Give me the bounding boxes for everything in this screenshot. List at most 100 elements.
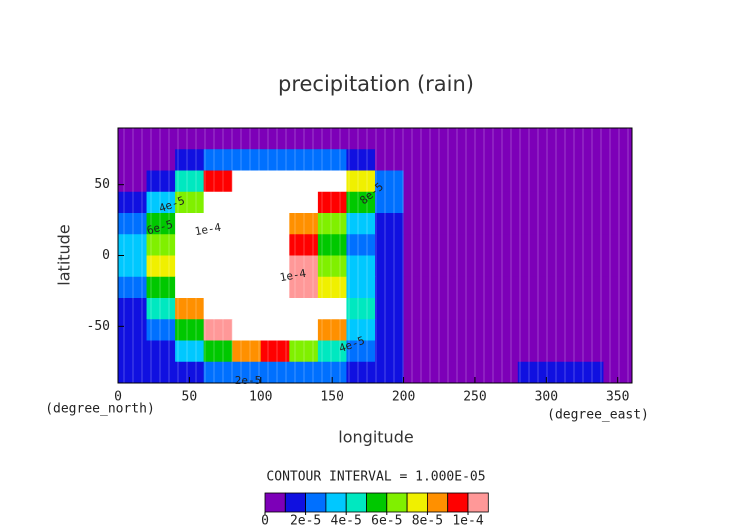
field-cell [289,255,319,278]
field-cell [346,213,376,235]
field-cell [146,234,176,256]
field-cell [403,170,433,193]
field-cell [175,276,205,299]
field-cell [574,234,604,256]
field-cell [118,234,148,256]
field-cell [146,319,176,341]
field-cell [260,234,290,256]
field-cell [603,191,633,214]
field-cell [403,234,433,256]
field-cell [517,149,547,171]
x-tick-label: 300 [535,390,558,405]
field-cell [375,361,405,384]
field-cell [403,255,433,278]
field-cell [517,276,547,299]
field-cell [118,255,148,278]
field-cell [232,170,262,193]
field-cell [146,340,176,363]
field-cell [460,234,490,256]
field-cell [546,298,576,320]
field-cell [203,128,233,150]
field-cell [118,128,148,150]
field-cell [375,298,405,320]
field-cell [118,298,148,320]
field-cell [203,149,233,171]
colorbar-box [406,492,428,513]
field-cell [260,255,290,278]
field-cell [317,191,347,214]
y-unit: (degree_north) [45,402,155,417]
field-cell [203,234,233,256]
field-cell [603,319,633,341]
field-cell [317,319,347,341]
field-cell [489,255,519,278]
field-cell [432,128,462,150]
field-cell [175,298,205,320]
field-cell [375,213,405,235]
field-cell [175,255,205,278]
field-cell [118,170,148,193]
field-cell [489,276,519,299]
colorbar-box [284,492,306,513]
field-cell [146,128,176,150]
field-cell [403,340,433,363]
field-cell [403,191,433,214]
colorbar-label: 6e-5 [371,514,402,529]
field-cell [574,255,604,278]
colorbar-box [447,492,469,513]
field-cell [460,191,490,214]
colorbar-box [426,492,449,513]
field-cell [517,361,547,384]
field-cell [146,276,176,299]
field-cell [546,276,576,299]
field-cell [317,361,347,384]
x-tick-label: 150 [320,390,343,405]
field-cell [574,191,604,214]
colorbar-label: 2e-5 [290,514,321,529]
field-cell [489,340,519,363]
field-cell [517,319,547,341]
field-cell [603,170,633,193]
field-cell [574,319,604,341]
field-cell [146,213,176,235]
field-cell [175,319,205,341]
field-cell [346,149,376,171]
x-unit: (degree_east) [547,408,649,423]
field-cell [146,298,176,320]
field-cell [346,319,376,341]
field-cell [260,361,290,384]
field-cell [375,255,405,278]
field-cell [203,276,233,299]
field-cell [603,276,633,299]
field-cell [289,170,319,193]
field-cell [403,361,433,384]
field-cell [203,319,233,341]
field-cell [517,340,547,363]
field-cell [118,191,148,214]
field-cell [489,298,519,320]
field-cell [118,340,148,363]
field-cell [146,170,176,193]
field-cell [603,149,633,171]
field-cell [289,340,319,363]
field-cell [375,170,405,193]
x-tick-label: 0 [114,390,122,405]
field-cell [375,340,405,363]
field-cell [432,191,462,214]
field-cell [432,298,462,320]
contour-label: 1e-4 [194,221,223,238]
colorbar-box [467,492,489,513]
field-cell [603,361,633,384]
field-cell [346,128,376,150]
field-cell [317,170,347,193]
field-cell [375,128,405,150]
field-cell [346,361,376,384]
field-cell [232,149,262,171]
field-cell [175,361,205,384]
field-cell [260,213,290,235]
field-cell [432,234,462,256]
field-cell [403,319,433,341]
field-cell [432,361,462,384]
field-cell [375,319,405,341]
